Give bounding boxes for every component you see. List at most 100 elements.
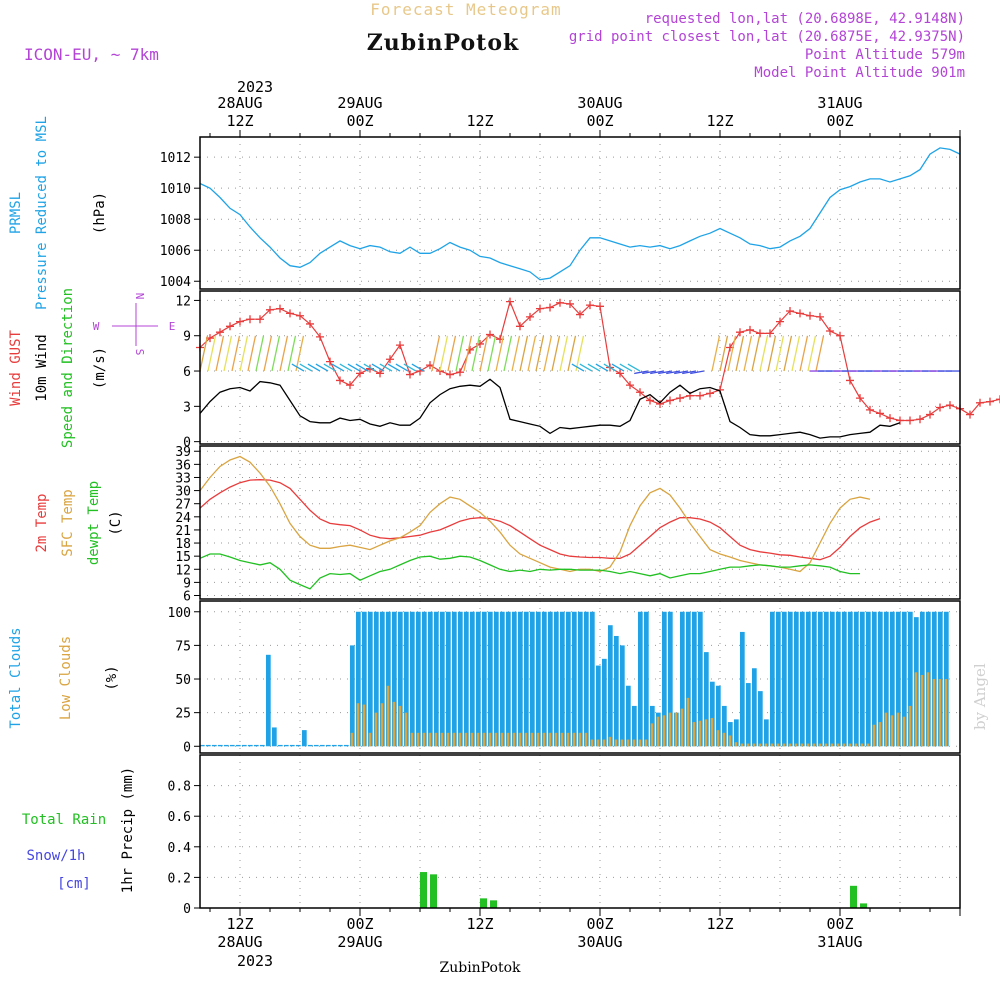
total-cloud-bar	[764, 719, 769, 747]
low-cloud-bar	[674, 712, 678, 747]
low-cloud-bar	[848, 743, 852, 747]
total-cloud-bar	[314, 744, 319, 747]
wind-arrow	[767, 335, 777, 372]
total-cloud-bar	[722, 705, 727, 747]
precip-frame	[199, 754, 961, 909]
gust-marker	[516, 322, 524, 331]
wind-arrow	[395, 363, 409, 372]
top-time-label: 00Z	[826, 112, 853, 130]
gust-marker	[306, 319, 314, 328]
low-cloud-bar	[854, 743, 858, 747]
pressure-ytick-label: 1010	[160, 182, 191, 197]
low-cloud-bar	[350, 732, 354, 747]
total-cloud-bar	[326, 744, 331, 747]
low-cloud-bar	[398, 705, 402, 747]
total-cloud-bar	[386, 611, 391, 747]
precip-legend-item: Total Rain	[22, 812, 106, 828]
gust-marker	[376, 369, 384, 378]
total-cloud-bar	[320, 744, 325, 747]
gust-marker	[456, 368, 464, 377]
total-cloud-bar	[566, 611, 571, 747]
low-cloud-bar	[644, 739, 648, 747]
gust-marker	[546, 303, 554, 312]
total-cloud-bar	[770, 611, 775, 747]
total-cloud-bar	[500, 611, 505, 747]
low-cloud-bar	[896, 712, 900, 747]
wind-arrow	[355, 363, 369, 372]
wind-arrow	[199, 335, 209, 372]
low-cloud-bar	[932, 679, 936, 747]
wind-arrow	[495, 335, 505, 372]
total-cloud-bar	[356, 611, 361, 747]
low-cloud-bar	[800, 743, 804, 747]
total-cloud-bar	[782, 611, 787, 747]
gust-marker	[316, 332, 324, 341]
low-cloud-bar	[422, 732, 426, 747]
pressure-side-label: PRMSL	[8, 192, 24, 234]
gust-marker	[846, 376, 854, 385]
model-altitude: Model Point Altitude 901m	[754, 65, 965, 81]
total-cloud-bar	[224, 744, 229, 747]
total-cloud-bar	[788, 611, 793, 747]
wind-arrow	[223, 335, 233, 372]
low-cloud-bar	[698, 720, 702, 747]
low-cloud-bar	[722, 732, 726, 747]
low-cloud-bar	[452, 732, 456, 747]
low-cloud-bar	[440, 732, 444, 747]
gust-marker	[536, 304, 544, 313]
low-cloud-bar	[830, 743, 834, 747]
clouds-ytick-label: 50	[175, 673, 191, 688]
total-cloud-bar	[590, 611, 595, 747]
rain-bar	[430, 874, 437, 908]
total-cloud-bar	[536, 611, 541, 747]
compass-e: E	[169, 320, 176, 333]
low-cloud-bar	[602, 739, 606, 747]
total-cloud-bar	[452, 611, 457, 747]
gust-marker	[276, 304, 284, 313]
gust-marker	[326, 357, 334, 366]
low-cloud-bar	[878, 722, 882, 747]
gust-marker	[236, 317, 244, 326]
low-cloud-bar	[692, 722, 696, 747]
low-cloud-bar	[380, 703, 384, 747]
total-cloud-bar	[410, 611, 415, 747]
total-cloud-bar	[290, 744, 295, 747]
series-layer	[196, 147, 1000, 908]
low-cloud-bar	[596, 739, 600, 747]
precip-side-label: 1hr Precip (mm)	[120, 767, 136, 893]
low-cloud-bar	[686, 697, 690, 747]
wind-arrow	[551, 335, 561, 372]
total-cloud-bar	[392, 611, 397, 747]
temp-side-label: SFC Temp	[60, 489, 76, 556]
total-cloud-bar	[518, 611, 523, 747]
gust-marker	[986, 397, 994, 406]
wind-arrow	[295, 335, 305, 372]
total-cloud-bar	[404, 611, 409, 747]
wind-arrow	[759, 335, 769, 372]
gust-marker	[526, 312, 534, 321]
low-cloud-bar	[776, 743, 780, 747]
wind-arrow	[751, 335, 761, 372]
pressure-ytick-label: 1012	[160, 151, 191, 166]
bottom-time-label: 00Z	[346, 915, 373, 933]
pressure-ytick-label: 1008	[160, 213, 191, 228]
credit: by Angel	[971, 663, 989, 730]
gust-marker	[796, 309, 804, 318]
gust-marker	[466, 345, 474, 354]
temp-ytick-label: 27	[175, 498, 191, 513]
wind-arrow	[307, 363, 321, 372]
low-cloud-bar	[386, 685, 390, 747]
total-cloud-bar	[440, 611, 445, 747]
wind-arrow	[479, 335, 489, 372]
gust-marker	[346, 381, 354, 390]
low-cloud-bar	[494, 732, 498, 747]
low-cloud-bar	[572, 732, 576, 747]
wind-arrow	[807, 335, 817, 372]
gust-marker	[786, 307, 794, 316]
low-cloud-bar	[656, 716, 660, 747]
low-cloud-bar	[662, 715, 666, 747]
wind-arrow	[503, 335, 513, 372]
wind-side-label: Speed and Direction	[60, 288, 76, 448]
low-cloud-bar	[620, 739, 624, 747]
wind-arrow	[567, 335, 577, 372]
